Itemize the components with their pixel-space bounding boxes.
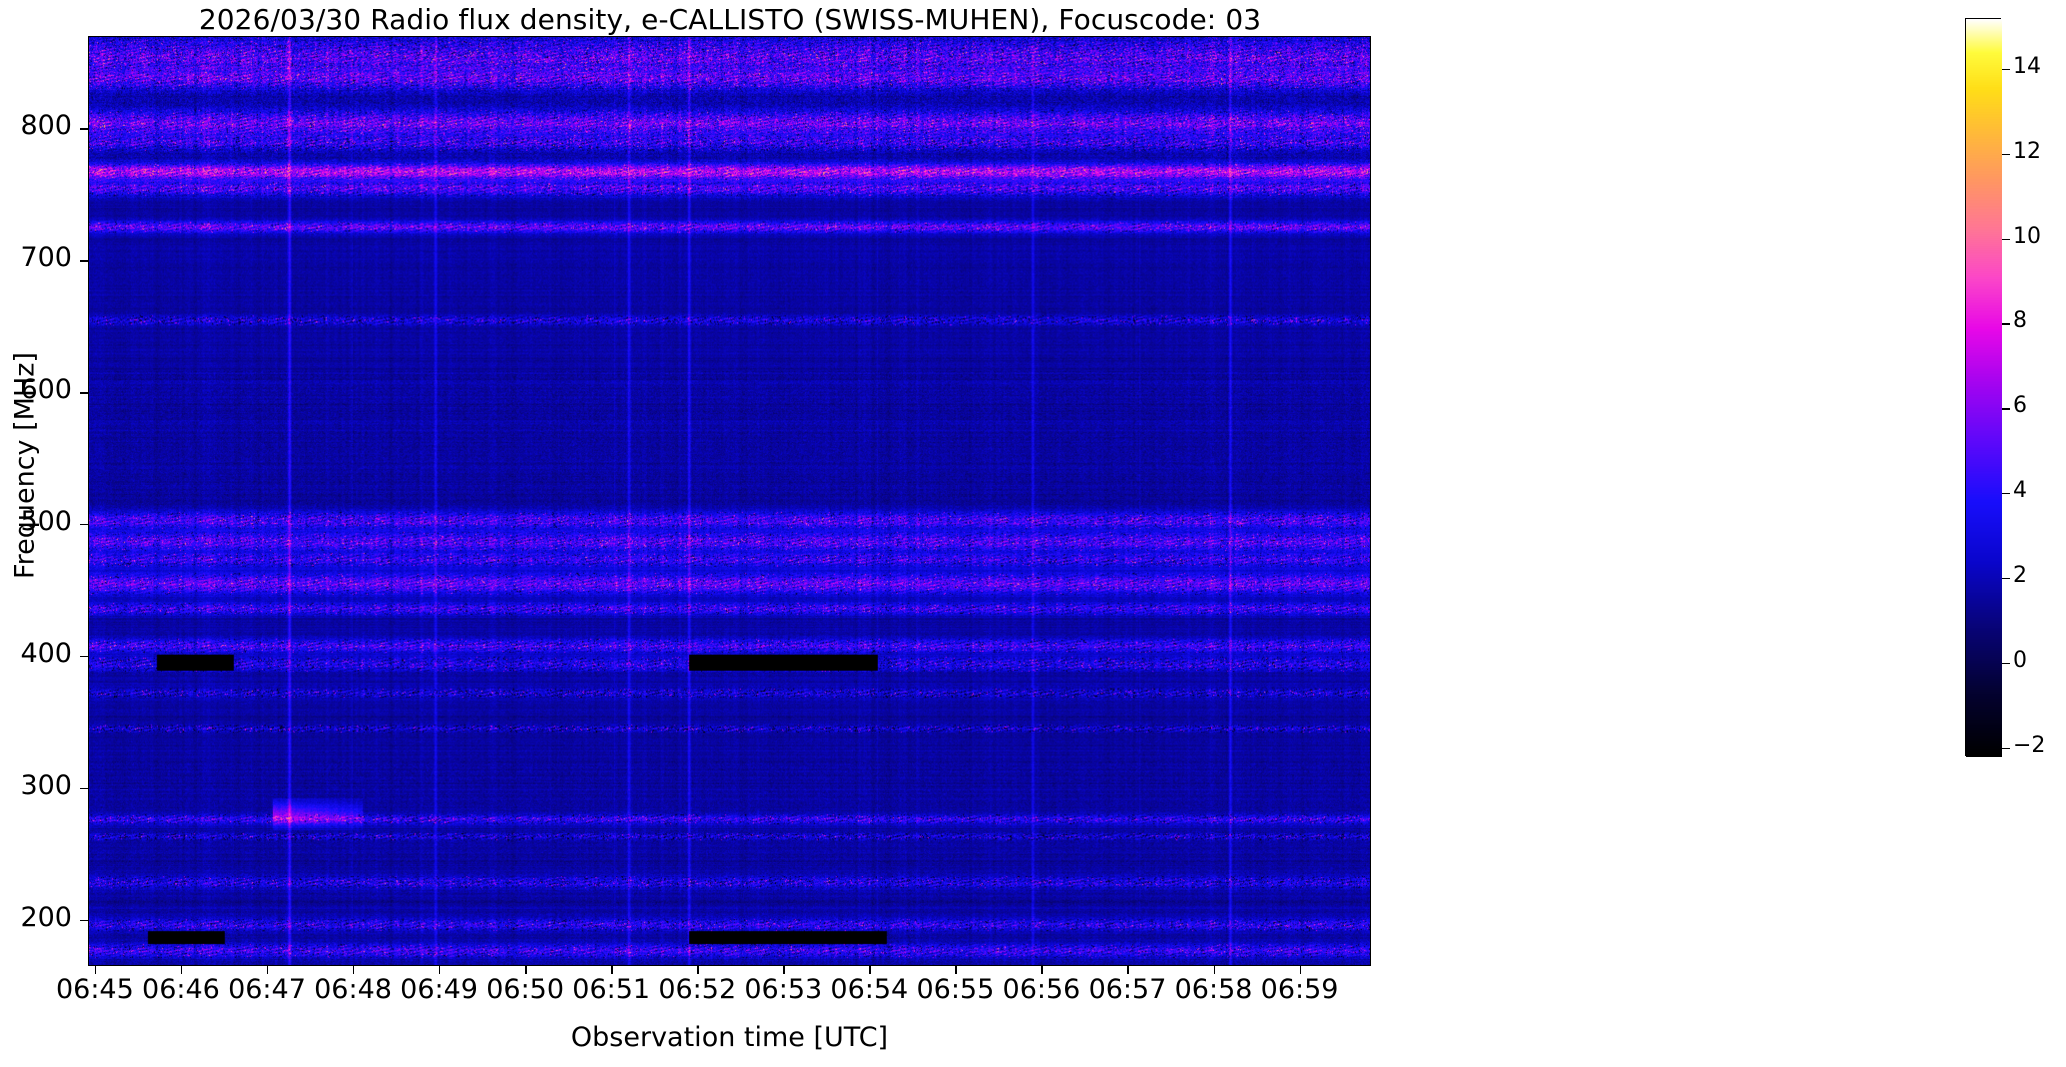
x-tick-mark <box>439 966 441 974</box>
x-tick-label: 06:59 <box>1260 974 1339 1005</box>
y-tick-mark <box>80 919 88 922</box>
colorbar <box>1965 18 2002 757</box>
colorbar-tick-label: 8 <box>2013 308 2027 334</box>
colorbar-tick-mark <box>2002 68 2010 71</box>
x-tick-label: 06:49 <box>400 974 478 1005</box>
x-tick-mark <box>1299 966 1301 974</box>
x-tick-label: 06:56 <box>1002 974 1081 1005</box>
x-tick-mark <box>353 966 355 974</box>
colorbar-tick-label: 14 <box>2013 53 2041 79</box>
y-tick-label: 500 <box>20 506 72 538</box>
x-tick-label: 06:52 <box>658 974 737 1005</box>
colorbar-tick-label: 10 <box>2013 223 2041 249</box>
y-tick-mark <box>80 128 88 130</box>
x-tick-mark <box>266 966 269 974</box>
y-tick-mark <box>80 524 88 526</box>
spectrogram-plot-area <box>88 36 1371 966</box>
colorbar-tick-label: 4 <box>2013 478 2027 504</box>
x-tick-label: 06:57 <box>1088 974 1167 1005</box>
y-tick-mark <box>80 392 88 394</box>
colorbar-tick-mark <box>2002 153 2010 156</box>
y-tick-label: 300 <box>20 769 72 801</box>
page-title: 2026/03/30 Radio flux density, e-CALLIST… <box>198 3 1262 36</box>
colorbar-tick-label: 12 <box>2013 138 2041 164</box>
y-tick-label: 600 <box>20 374 72 406</box>
x-tick-mark <box>1127 966 1129 974</box>
x-tick-label: 06:48 <box>314 974 392 1005</box>
x-tick-label: 06:47 <box>228 974 306 1005</box>
x-tick-mark <box>1213 966 1215 974</box>
colorbar-tick-mark <box>2002 493 2010 495</box>
colorbar-tick-label: 0 <box>2013 647 2027 673</box>
colorbar-tick-label: 2 <box>2013 562 2027 588</box>
x-tick-mark <box>697 966 699 974</box>
y-tick-label: 200 <box>20 901 72 933</box>
x-tick-label: 06:51 <box>572 974 651 1005</box>
colorbar-tick-mark <box>2002 408 2010 410</box>
x-tick-mark <box>180 966 183 974</box>
x-tick-label: 06:46 <box>142 974 220 1005</box>
colorbar-tick-mark <box>2002 323 2010 325</box>
x-tick-mark <box>611 966 613 974</box>
colorbar-gradient <box>1966 19 2002 757</box>
x-tick-mark <box>955 966 957 974</box>
x-tick-label: 06:50 <box>486 974 565 1005</box>
colorbar-tick-mark <box>2002 577 2010 580</box>
colorbar-tick-mark <box>2002 747 2010 749</box>
y-tick-label: 400 <box>20 638 72 669</box>
x-tick-label: 06:55 <box>916 974 995 1005</box>
x-tick-label: 06:58 <box>1174 974 1253 1005</box>
x-tick-label: 06:45 <box>55 974 134 1005</box>
x-tick-mark <box>525 966 527 974</box>
spectrogram-image <box>89 37 1370 965</box>
x-tick-mark <box>869 966 871 974</box>
x-tick-label: 06:54 <box>830 974 909 1005</box>
x-tick-mark <box>783 966 785 974</box>
y-tick-mark <box>80 787 88 790</box>
colorbar-tick-mark <box>2002 662 2010 665</box>
x-tick-mark <box>94 966 97 974</box>
x-axis-label: Observation time [UTC] <box>570 1022 889 1053</box>
y-tick-label: 800 <box>20 110 72 142</box>
colorbar-tick-label: 6 <box>2013 393 2027 419</box>
x-tick-label: 06:53 <box>744 974 823 1005</box>
colorbar-tick-mark <box>2002 238 2010 240</box>
colorbar-tick-label: −2 <box>2013 732 2046 758</box>
y-tick-mark <box>80 656 88 658</box>
y-tick-mark <box>80 260 88 262</box>
y-tick-label: 700 <box>20 242 72 274</box>
x-tick-mark <box>1041 966 1043 974</box>
